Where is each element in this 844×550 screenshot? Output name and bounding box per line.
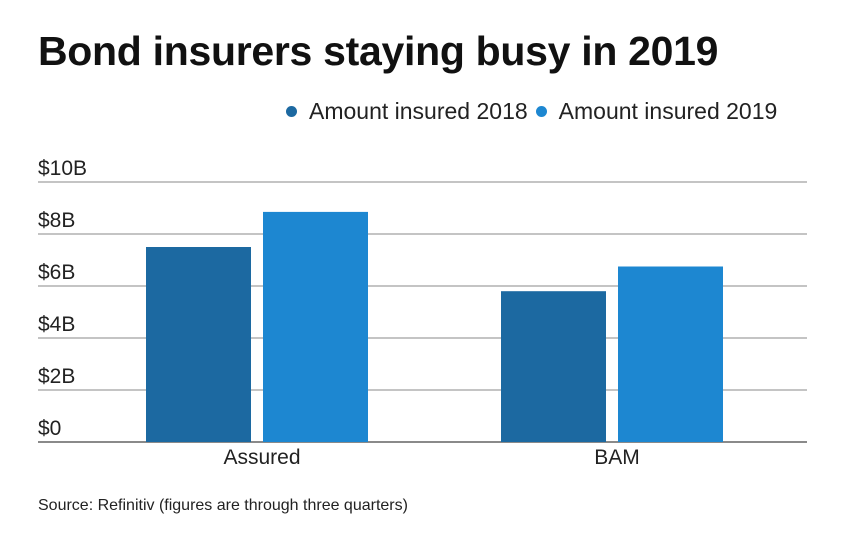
y-tick-label-0: $0 <box>38 417 61 440</box>
legend-marker-2018 <box>286 105 297 117</box>
bar-chart: $0 $2B $4B $6B $8B $10B Assured BAM <box>38 157 807 469</box>
y-tick-label-2: $4B <box>38 313 75 336</box>
chart-title: Bond insurers staying busy in 2019 <box>38 28 719 74</box>
legend-item-2019: Amount insured 2019 <box>535 97 778 125</box>
legend-marker-2019 <box>535 105 547 117</box>
chart-legend: Amount insured 2018 Amount insured 2019 <box>286 96 785 126</box>
y-tick-label-5: $10B <box>38 157 87 180</box>
legend-item-2018: Amount insured 2018 <box>286 98 528 125</box>
bar-bam-2019 <box>618 266 723 442</box>
y-tick-label-1: $2B <box>38 365 75 388</box>
legend-label-2018: Amount insured 2018 <box>309 97 528 124</box>
legend-label-2019: Amount insured 2019 <box>558 97 778 124</box>
bar-assured-2018 <box>146 247 251 442</box>
bar-bam-2018 <box>501 291 606 442</box>
x-tick-label-assured: Assured <box>223 446 300 469</box>
y-tick-label-3: $6B <box>38 261 75 284</box>
x-tick-label-bam: BAM <box>594 446 640 469</box>
y-tick-label-4: $8B <box>38 209 75 232</box>
source-note: Source: Refinitiv (figures are through t… <box>38 497 408 514</box>
bar-assured-2019 <box>263 211 368 442</box>
